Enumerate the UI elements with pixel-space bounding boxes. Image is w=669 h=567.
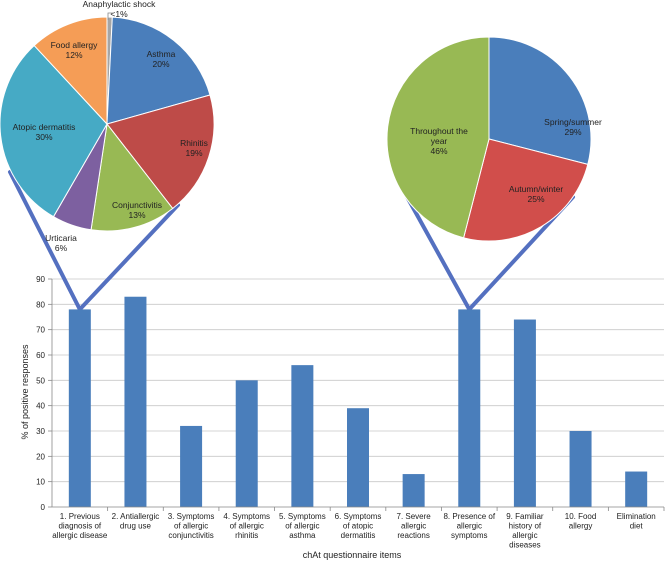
pie2-slice-label: Spring/summer 29%	[544, 117, 602, 137]
pie1-slice-label: Atopic dermatitis 30%	[13, 122, 76, 142]
y-tick-label: 90	[36, 275, 45, 284]
bar	[458, 309, 481, 507]
y-axis-label: % of positive responses	[20, 344, 30, 440]
pie2-slice	[488, 36, 592, 165]
bar	[124, 296, 147, 507]
pie-diagnosis: Asthma 20% Rhinitis 19% Conjunctivitis 13% Ato…	[0, 0, 215, 253]
bar-layer	[68, 296, 648, 507]
pie1-slice	[106, 94, 215, 210]
pie1-slice	[33, 16, 108, 126]
x-tick-label: 4. Symptoms of allergic rhinitis	[223, 512, 270, 540]
x-tick-label: 1. Previous diagnosis of allergic disease	[52, 512, 108, 540]
x-tick-label: 6. Symptoms of atopic dermatitis	[335, 512, 382, 540]
bar	[235, 380, 258, 507]
x-tick-label: 8. Presence of allergic symptoms	[443, 512, 495, 540]
y-tick-label: 60	[36, 351, 45, 360]
pie1-outside-label: Urticaria 6%	[45, 233, 77, 253]
pie1-leader-line	[107, 12, 113, 20]
pie1-slice	[106, 16, 211, 125]
bar	[625, 471, 648, 507]
y-tick-label: 0	[41, 503, 46, 512]
pie1-slice	[90, 122, 174, 232]
pie1-outside-label: Anaphylactic shock <1%	[83, 0, 157, 19]
pie2-slice	[463, 138, 589, 242]
x-tick-label: 7. Severe allergic reactions	[397, 512, 432, 540]
axis-layer: 0 10 20 30 40 50 60 70 80 90 1. Previous diagnosis …	[36, 275, 665, 550]
x-tick-label: 9. Familiar history of allergic diseases	[506, 512, 544, 550]
pie2-slice	[386, 36, 490, 239]
bar	[291, 365, 314, 507]
pie2-slice-label: Autumn/winter 25%	[509, 184, 563, 204]
x-tick-label: Elimination diet	[617, 512, 656, 531]
bar	[68, 309, 91, 507]
x-tick-label: 2. Antiallergic drug use	[112, 512, 160, 531]
pie1-slice-label: Food allergy 12%	[51, 40, 99, 60]
y-tick-label: 30	[36, 427, 45, 436]
pie2-slice-label: Throughout the year 46%	[410, 126, 468, 156]
pie1-slice-label: Conjunctivitis 13%	[112, 200, 162, 220]
zoom-connector	[8, 170, 82, 312]
bar	[180, 425, 203, 507]
pie1-slice-label: Asthma 20%	[147, 49, 176, 69]
x-tick-label: 10. Food allergy	[565, 512, 597, 531]
y-tick-label: 20	[36, 452, 45, 461]
grid-layer	[52, 278, 664, 483]
y-tick-label: 50	[36, 376, 45, 385]
y-tick-label: 80	[36, 300, 45, 309]
x-tick-label: 3. Symptoms of allergic conjunctivitis	[168, 512, 215, 540]
y-tick-label: 40	[36, 402, 45, 411]
bar	[513, 319, 536, 507]
pie1-slice	[0, 44, 108, 218]
bar	[347, 408, 369, 507]
y-tick-label: 10	[36, 478, 45, 487]
x-tick-label: 5. Symptoms of allergic asthma	[279, 512, 326, 540]
bar	[569, 431, 592, 507]
pie-symptom-season: Spring/summer 29% Autumn/winter 25% Througho…	[386, 36, 602, 242]
y-tick-label: 70	[36, 326, 45, 335]
zoom-connector	[404, 193, 472, 312]
x-axis-label: chAt questionnaire items	[303, 550, 402, 560]
pie1-slice-label: Rhinitis 19%	[180, 138, 208, 158]
bar	[402, 474, 425, 507]
zoom-connector	[77, 203, 180, 312]
